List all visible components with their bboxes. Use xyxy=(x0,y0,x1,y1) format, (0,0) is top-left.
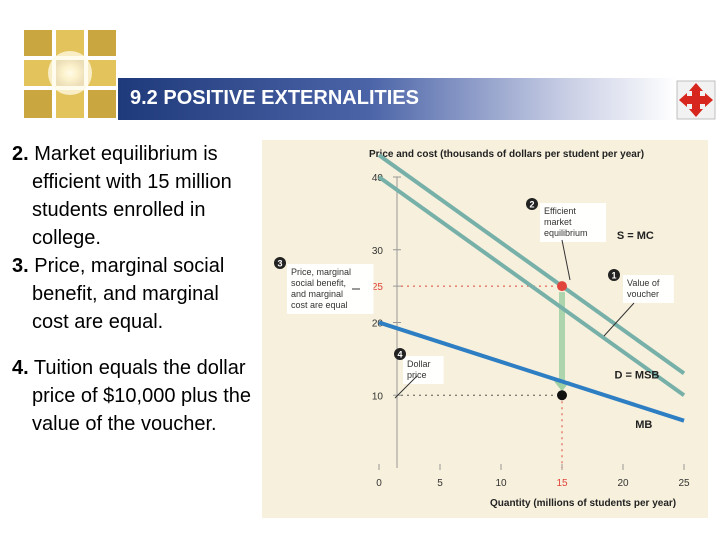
annotation-box xyxy=(623,275,674,303)
chart-svg: Price and cost (thousands of dollars per… xyxy=(274,149,690,509)
title-bar: 9.2 POSITIVE EXTERNALITIES xyxy=(118,78,676,120)
annotation-text: market xyxy=(544,217,572,227)
annotation-box xyxy=(540,203,607,242)
bullet-text: Tuition equals the dollar price of $10,0… xyxy=(32,357,252,435)
voucher-arrow-shaft xyxy=(559,292,565,384)
supply-curve xyxy=(377,175,686,397)
annotation-number: 2 xyxy=(529,200,534,210)
bullet-item: 2. Market equilibrium is efficient with … xyxy=(12,140,252,252)
annotation-number: 3 xyxy=(277,259,282,269)
bullet-number: 2. xyxy=(12,143,29,165)
annotation-box xyxy=(403,356,444,384)
mb-curve xyxy=(378,320,685,423)
bullet-text: Price, marginal social benefit, and marg… xyxy=(32,255,225,333)
bullet-number: 3. xyxy=(12,255,29,277)
y-tick-label: 10 xyxy=(372,391,384,402)
y-tick-label: 25 xyxy=(372,282,384,293)
bullet-item: 4. Tuition equals the dollar price of $1… xyxy=(12,354,252,438)
bullet-number: 4. xyxy=(12,357,29,379)
annotation-text: Price, marginal xyxy=(291,267,351,277)
bullet-item: 3. Price, marginal social benefit, and m… xyxy=(12,252,252,336)
supply-curve-label: S = MC xyxy=(617,230,654,242)
x-axis-label: Quantity (millions of students per year) xyxy=(490,498,676,509)
annotation-leader-line xyxy=(394,375,418,399)
chart-panel: Price and cost (thousands of dollars per… xyxy=(262,140,708,518)
mb-curve-label: MB xyxy=(635,419,652,431)
annotation-text: social benefit, xyxy=(291,278,346,288)
annotation-text: equilibrium xyxy=(544,228,588,238)
annotation-text: and marginal xyxy=(291,289,343,299)
annotation-number: 1 xyxy=(611,271,616,281)
logo xyxy=(22,28,118,120)
annotation-text: Value of xyxy=(627,278,660,288)
slide-title: 9.2 POSITIVE EXTERNALITIES xyxy=(130,87,419,109)
y-tick-label: 40 xyxy=(372,173,384,184)
x-tick-label: 20 xyxy=(617,478,629,489)
annotation-number-badge xyxy=(394,348,406,360)
annotation-leader-line xyxy=(561,239,571,281)
annotation-text: price xyxy=(407,370,427,380)
annotation-number-badge xyxy=(526,198,538,210)
navigation-arrows-icon[interactable] xyxy=(676,80,716,120)
msb-curve-label: D = MSB xyxy=(614,370,659,382)
annotation-number-badge xyxy=(274,257,286,269)
x-tick-label: 5 xyxy=(437,478,443,489)
bullet-list: 2. Market equilibrium is efficient with … xyxy=(12,140,252,456)
annotation-text: Dollar xyxy=(407,359,431,369)
equilibrium-point xyxy=(557,281,567,292)
x-tick-label: 25 xyxy=(678,478,690,489)
annotation-number-badge xyxy=(608,269,620,281)
msb-curve xyxy=(377,153,686,376)
bullet-text: Market equilibrium is efficient with 15 … xyxy=(32,143,232,249)
y-axis-label: Price and cost (thousands of dollars per… xyxy=(369,149,644,160)
y-tick-label: 20 xyxy=(372,319,384,330)
tuition-point xyxy=(557,390,567,401)
x-tick-label: 10 xyxy=(495,478,507,489)
annotation-number: 4 xyxy=(397,350,402,360)
annotation-text: voucher xyxy=(627,289,659,299)
annotation-leader-line xyxy=(603,302,635,337)
x-tick-label: 15 xyxy=(556,478,568,489)
annotation-text: Efficient xyxy=(544,206,576,216)
annotation-text: cost are equal xyxy=(291,300,348,310)
y-tick-label: 30 xyxy=(372,246,384,257)
x-tick-label: 0 xyxy=(376,478,382,489)
